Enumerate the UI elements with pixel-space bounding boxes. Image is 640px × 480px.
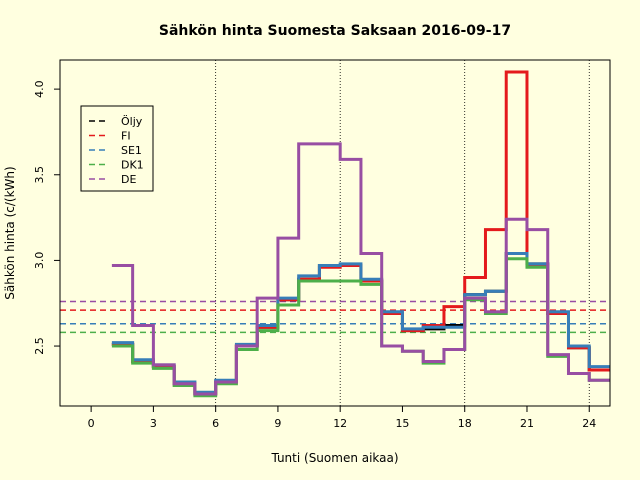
y-tick-label: 4.0 (33, 80, 46, 98)
legend-label-fi: FI (121, 130, 131, 143)
x-tick-label: 0 (88, 417, 95, 430)
y-tick-label: 3.5 (33, 166, 46, 184)
legend-label-öljy: Öljy (121, 115, 143, 128)
legend-box (80, 105, 154, 192)
y-tick-label: 3.0 (33, 252, 46, 270)
x-tick-label: 3 (150, 417, 157, 430)
x-tick-label: 18 (458, 417, 472, 430)
x-tick-label: 15 (395, 417, 409, 430)
chart-title: Sähkön hinta Suomesta Saksaan 2016-09-17 (159, 23, 511, 39)
legend-label-de: DE (121, 173, 136, 186)
plot-frame (59, 59, 611, 407)
x-tick-label: 9 (274, 417, 281, 430)
y-tick-label: 2.5 (33, 337, 46, 355)
x-axis-label: Tunti (Suomen aikaa) (270, 451, 398, 465)
legend-label-se1: SE1 (121, 144, 142, 157)
x-tick-label: 6 (212, 417, 219, 430)
x-tick-label: 21 (520, 417, 534, 430)
x-axis: 0 3 6 9 12 15 18 21 24 (88, 406, 596, 430)
y-axis-label: Sähkön hinta (c/(kWh) (3, 166, 17, 299)
series-line-se1 (111, 252, 610, 394)
legend-label-dk1: DK1 (121, 159, 144, 172)
x-tick-label: 24 (582, 417, 596, 430)
x-tick-label: 12 (333, 417, 347, 430)
plot-area (60, 60, 610, 406)
series-line-de (111, 142, 610, 396)
y-axis: 2.5 3.0 3.5 4.0 (33, 80, 60, 355)
